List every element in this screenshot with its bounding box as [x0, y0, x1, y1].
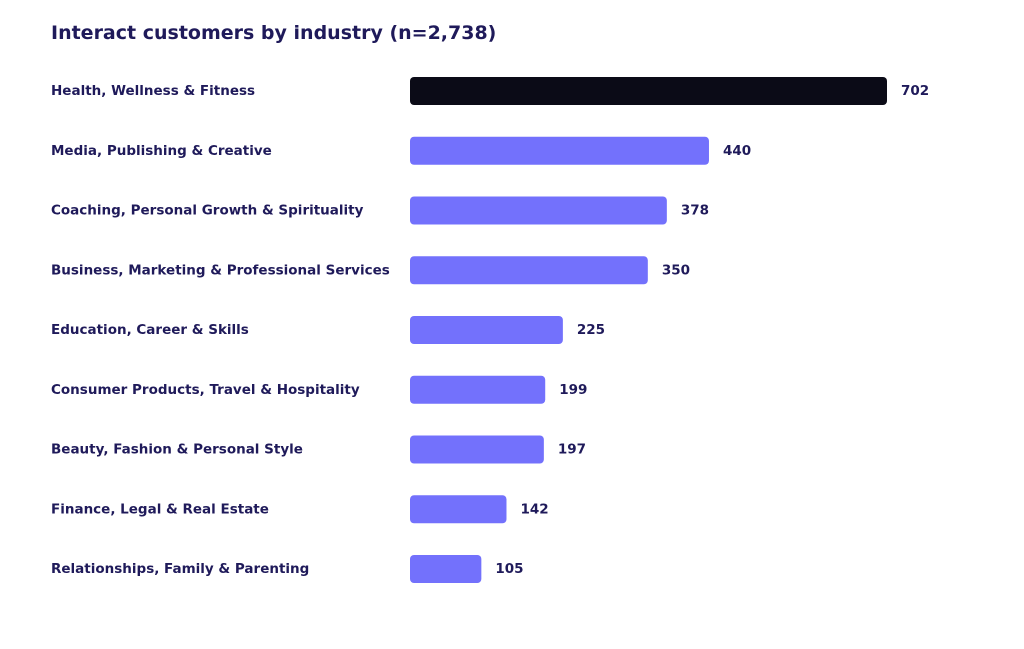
category-label: Consumer Products, Travel & Hospitality: [51, 382, 360, 398]
bar: [410, 435, 544, 464]
value-label: 225: [577, 322, 605, 338]
value-label: 142: [520, 501, 548, 517]
value-label: 440: [723, 143, 751, 159]
value-label: 199: [559, 382, 587, 398]
value-label: 702: [901, 83, 929, 99]
category-label: Education, Career & Skills: [51, 322, 249, 338]
bar: [410, 495, 507, 524]
bar: [410, 555, 482, 583]
value-label: 378: [681, 203, 709, 219]
category-label: Health, Wellness & Fitness: [51, 83, 255, 99]
bar: [410, 316, 563, 344]
category-label: Finance, Legal & Real Estate: [51, 501, 269, 517]
category-label: Media, Publishing & Creative: [51, 143, 272, 159]
chart-title: Interact customers by industry (n=2,738): [51, 22, 497, 44]
category-label: Business, Marketing & Professional Servi…: [51, 262, 390, 278]
category-label: Beauty, Fashion & Personal Style: [51, 442, 303, 458]
value-label: 197: [558, 442, 586, 458]
bar: [410, 77, 887, 105]
bar: [410, 196, 667, 225]
category-label: Coaching, Personal Growth & Spirituality: [51, 203, 364, 219]
category-label: Relationships, Family & Parenting: [51, 561, 309, 577]
bar: [410, 256, 648, 285]
bar: [410, 375, 546, 404]
bar: [410, 136, 709, 165]
value-label: 350: [662, 262, 690, 278]
value-label: 105: [495, 561, 523, 577]
